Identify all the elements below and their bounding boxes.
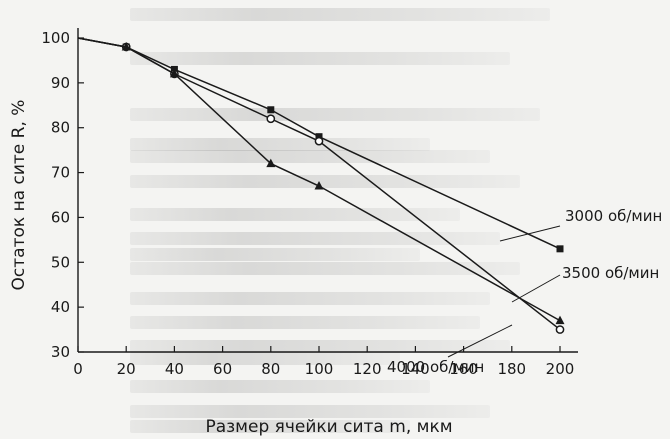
y-tick-label: 60 [51,208,70,226]
x-tick-label: 160 [449,360,478,378]
x-tick-label: 60 [213,360,232,378]
y-tick-label: 40 [51,298,70,316]
data-point-square [556,245,564,253]
y-tick-label: 90 [51,74,70,92]
y-tick-label: 80 [51,119,70,137]
data-point-triangle [121,41,131,51]
data-point-square [267,106,275,114]
y-tick-label: 70 [51,164,70,182]
data-point-square [315,133,323,141]
annotation-leader [447,324,513,358]
axes: 0 20 40 60 80 100 120 140 160 180 200 30 40 50 60 70 80 9… [9,28,578,437]
y-tick-label: 50 [51,253,70,271]
data-point-triangle [266,158,276,168]
series-line [77,37,561,322]
x-axis-title: Размер ячейки сита m, мкм [205,417,452,437]
data-point-circle [266,114,276,124]
annotation-leader [499,225,561,242]
series-triangle [77,37,565,325]
y-tick-label: 100 [41,29,70,47]
y-axis-title: Остаток на сите R, % [9,100,29,291]
data-point-triangle [314,181,324,190]
x-tick-label: 140 [401,360,430,378]
x-tick-label: 200 [546,360,575,378]
x-tick-label: 100 [305,360,334,378]
data-point-circle [314,136,324,146]
data-point-triangle [169,68,179,78]
x-tick-label: 0 [73,360,83,378]
series-layer [77,37,565,334]
annotation-leader [511,274,561,303]
annotation-label: 4000 об/мин [387,358,484,376]
annotation-label: 3000 об/мин [565,207,662,225]
data-point-triangle [555,315,565,325]
x-tick-label: 120 [353,360,382,378]
x-tick-label: 80 [261,360,280,378]
data-point-circle [555,325,565,334]
x-tick-label: 40 [165,360,184,378]
series-square [77,37,564,253]
y-tick-label: 30 [51,343,70,361]
annotation-label: 3500 об/мин [562,264,659,282]
x-tick-label: 180 [497,360,526,378]
annotation-layer: 3000 об/мин 3500 об/мин 4000 об/мин [387,207,662,376]
x-tick-label: 20 [117,360,136,378]
